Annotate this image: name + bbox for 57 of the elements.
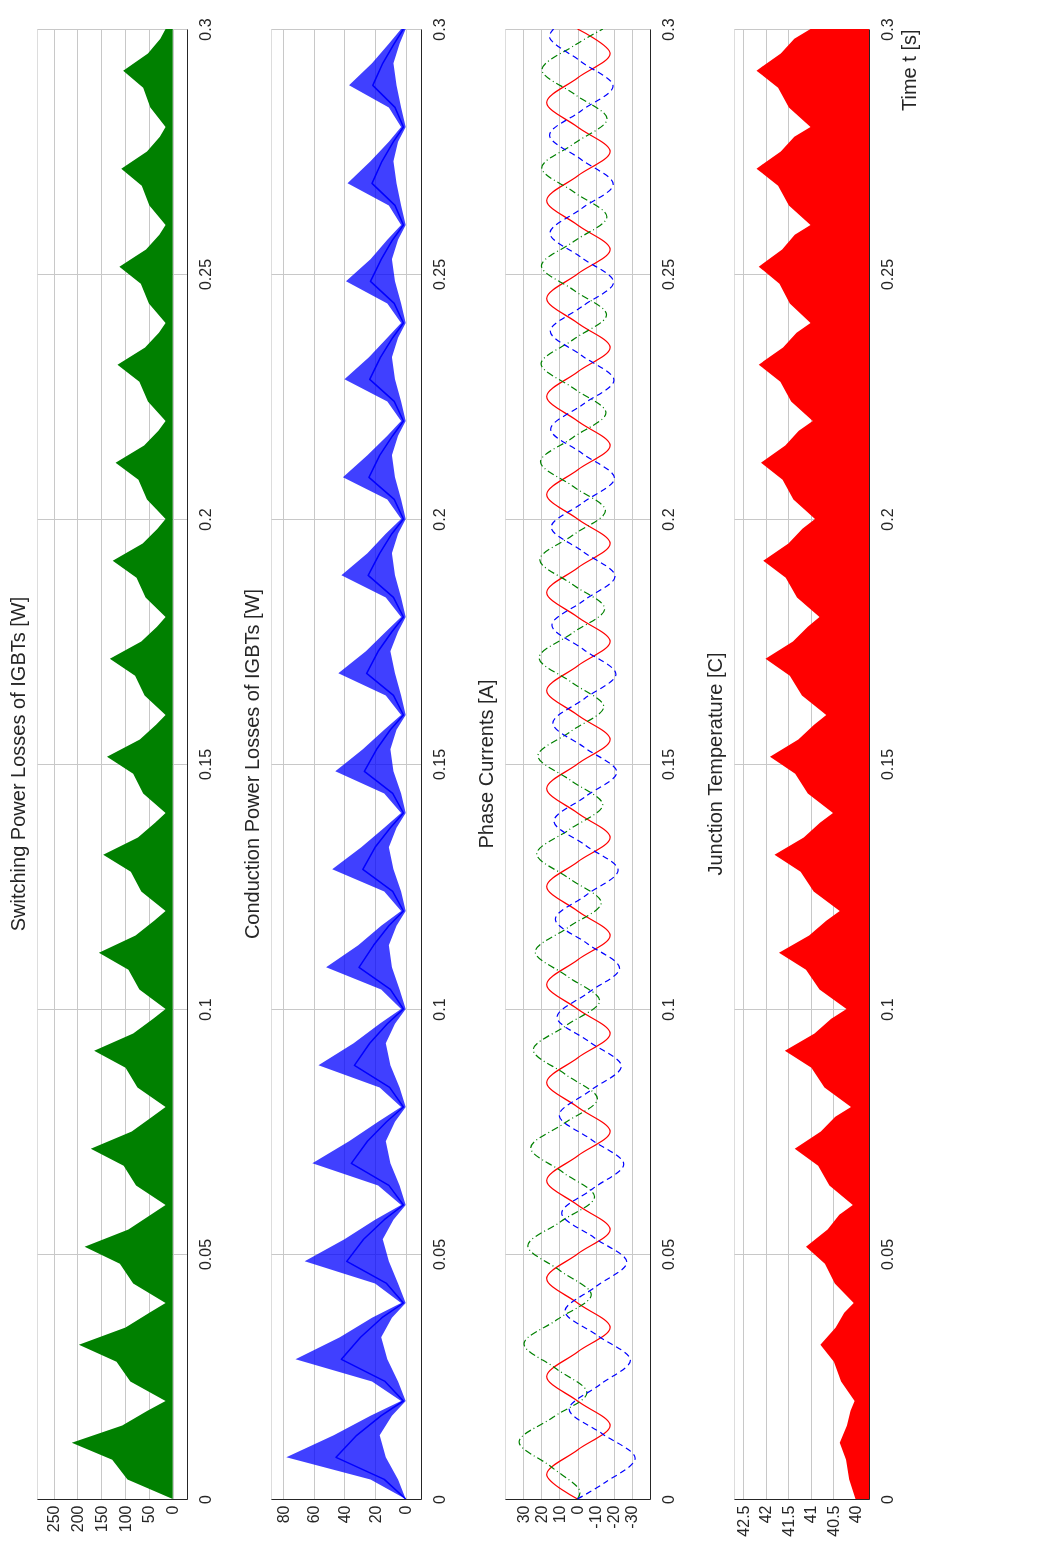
y-tick-label: 0.15 xyxy=(878,748,896,781)
x-tick-label: 40 xyxy=(335,1505,353,1524)
x-tick-label: 80 xyxy=(274,1505,292,1524)
y-tick-label: 0.1 xyxy=(196,998,214,1021)
y-tick-label: 0.15 xyxy=(659,748,677,781)
y-tick-label: 0.15 xyxy=(196,748,214,781)
y-tick-label: 0.2 xyxy=(196,508,214,531)
x-tick-label: 30 xyxy=(514,1505,532,1524)
x-tick-label: 0 xyxy=(569,1505,586,1515)
x-tick-label: 42 xyxy=(757,1505,774,1524)
x-tick-label: 200 xyxy=(68,1505,86,1533)
y-tick-label: 0.1 xyxy=(430,998,448,1021)
y-tick-label: 0.2 xyxy=(430,508,448,531)
x-tick-label: 0 xyxy=(164,1505,182,1515)
y-tick-label: 0.1 xyxy=(659,998,677,1021)
x-tick-label: 40 xyxy=(847,1505,864,1524)
y-tick-label: 0.25 xyxy=(659,258,677,291)
y-tick-label: 0.2 xyxy=(659,508,677,531)
text: Conduction Power Losses of IGBTs [W] xyxy=(241,588,263,940)
x-tick-label: -20 xyxy=(605,1505,623,1529)
y-tick-label: 0.15 xyxy=(430,748,448,781)
x-tick-label: -30 xyxy=(623,1505,641,1529)
y-tick-label: 0.3 xyxy=(196,18,214,41)
x-tick-label: 60 xyxy=(305,1505,323,1524)
x-tick-label: 20 xyxy=(532,1505,550,1524)
y-tick-label: 0.25 xyxy=(878,258,896,291)
x-tick-label: 10 xyxy=(550,1505,568,1524)
x-tick-label: 100 xyxy=(116,1505,134,1533)
x-tick-label: 20 xyxy=(366,1505,384,1524)
y-tick-label: 0 xyxy=(196,1494,214,1504)
y-tick-label: 0 xyxy=(430,1494,448,1504)
x-tick-label: 0 xyxy=(397,1505,415,1515)
text: Switching Power Losses of IGBTs [W] xyxy=(7,596,29,932)
y-tick-label: 0.05 xyxy=(659,1238,677,1271)
x-tick-label: 250 xyxy=(45,1505,63,1533)
x-tick-label: -10 xyxy=(587,1505,605,1529)
y-tick-label: 0.05 xyxy=(430,1238,448,1271)
y-tick-label: 0 xyxy=(878,1494,896,1504)
y-tick-label: 0.2 xyxy=(878,508,896,531)
y-tick-label: 0.05 xyxy=(878,1238,896,1271)
y-tick-label: 0.05 xyxy=(196,1238,214,1271)
x-tick-label: 42.5 xyxy=(734,1505,752,1537)
y-tick-label: 0.3 xyxy=(430,18,448,41)
y-tick-label: 0 xyxy=(659,1494,677,1504)
y-tick-label: 0.25 xyxy=(196,258,214,291)
x-tick-label: 41.5 xyxy=(779,1505,797,1537)
x-tick-label: 50 xyxy=(140,1505,158,1524)
y-tick-label: 0.3 xyxy=(878,18,896,41)
text: Junction Temperature [C] xyxy=(704,652,726,876)
y-tick-label: 0.25 xyxy=(430,258,448,291)
y-axis-title: Time t [s] xyxy=(897,29,920,111)
x-tick-label: 41 xyxy=(802,1505,819,1524)
x-tick-label: 150 xyxy=(92,1505,110,1533)
text: Phase Currents [A] xyxy=(475,679,497,849)
y-tick-label: 0.1 xyxy=(878,998,896,1021)
y-tick-label: 0.3 xyxy=(659,18,677,41)
x-tick-label: 40.5 xyxy=(824,1505,842,1537)
